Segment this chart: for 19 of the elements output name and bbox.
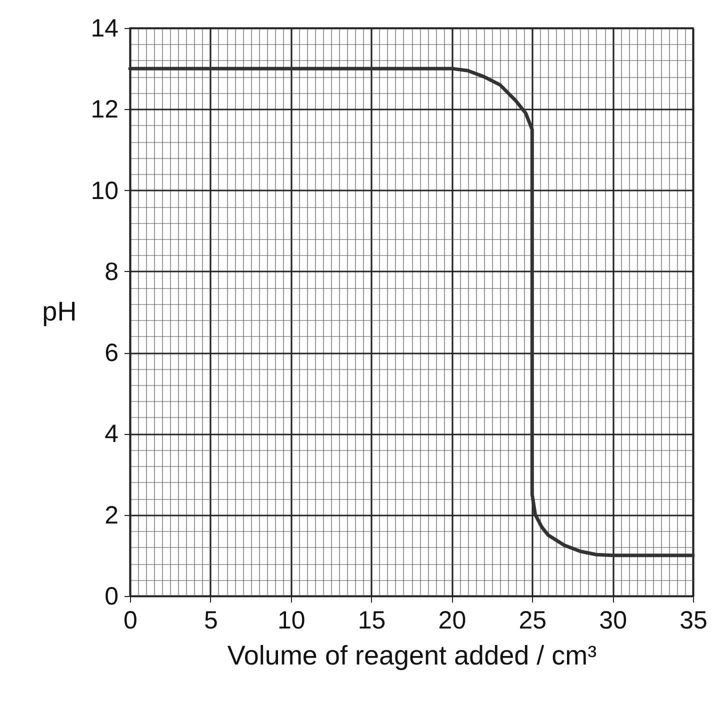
y-tick-label: 8 — [104, 258, 118, 286]
x-tick-label: 35 — [680, 606, 708, 634]
x-tick-label: 20 — [438, 606, 466, 634]
x-tick-label: 10 — [277, 606, 306, 634]
y-tick-label: 0 — [104, 582, 118, 610]
y-tick-label: 6 — [104, 339, 118, 368]
x-tick-label: 30 — [599, 606, 627, 634]
y-tick-label: 2 — [104, 501, 118, 530]
x-tick-label: 15 — [358, 606, 386, 634]
x-axis-title: Volume of reagent added / cm³ — [227, 640, 597, 670]
y-tick-label: 14 — [90, 14, 119, 42]
y-tick-label: 10 — [90, 176, 118, 205]
y-tick-label: 4 — [104, 420, 119, 448]
x-tick-label: 0 — [124, 606, 138, 634]
y-tick-label: 12 — [90, 96, 118, 124]
y-axis-title: pH — [42, 296, 77, 326]
x-tick-label: 5 — [204, 606, 218, 634]
x-tick-label: 25 — [518, 606, 547, 634]
line-series — [128, 66, 695, 558]
